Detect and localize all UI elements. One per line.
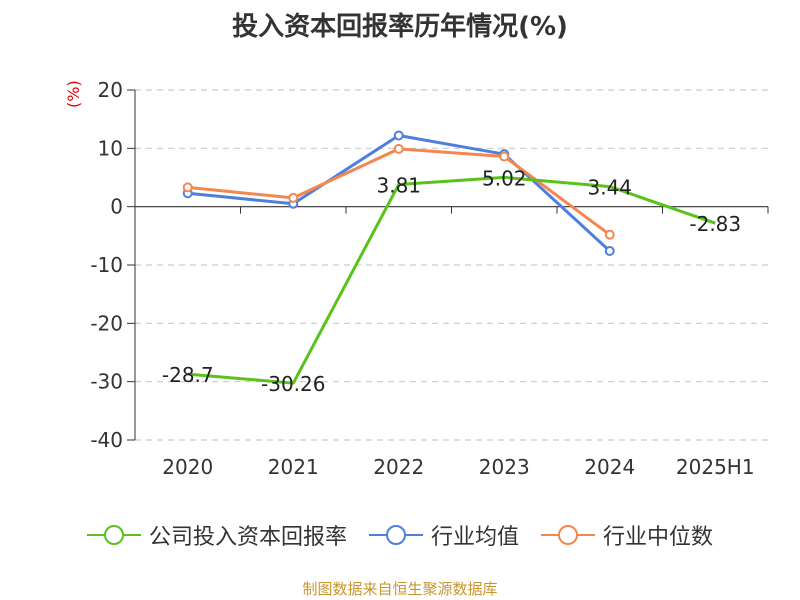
legend-item-industry-median[interactable]: 行业中位数 xyxy=(541,519,713,551)
chart-title: 投入资本回报率历年情况(%) xyxy=(232,12,568,42)
legend: 公司投入资本回报率 行业均值 行业中位数 xyxy=(0,518,800,552)
legend-item-industry-mean[interactable]: 行业均值 xyxy=(368,519,519,551)
y-tick-label: -40 xyxy=(90,428,123,452)
legend-swatch-industry-mean-icon xyxy=(368,525,423,545)
data-labels: -28.7 -30.26 3.81 5.02 3.44 -2.83 xyxy=(162,166,741,396)
data-point[interactable] xyxy=(182,182,193,193)
data-point[interactable] xyxy=(604,229,615,240)
data-label: 3.81 xyxy=(376,173,421,197)
x-tick-label: 2024 xyxy=(584,455,635,479)
data-point[interactable] xyxy=(499,151,510,162)
data-label: -2.83 xyxy=(689,212,741,236)
legend-swatch-industry-median-icon xyxy=(541,525,595,545)
data-point[interactable] xyxy=(393,143,404,154)
data-point[interactable] xyxy=(393,130,404,141)
y-tick-label: 10 xyxy=(98,136,123,160)
legend-swatch-company-icon xyxy=(86,525,141,545)
gridlines xyxy=(135,89,768,441)
data-label: 5.02 xyxy=(482,166,527,190)
y-tick-label: -10 xyxy=(90,253,123,277)
y-tick-label: 20 xyxy=(98,78,123,102)
data-point[interactable] xyxy=(288,192,299,203)
y-tick-label: -30 xyxy=(90,370,123,394)
legend-label-industry-mean: 行业均值 xyxy=(430,525,519,550)
x-tick-label: 2022 xyxy=(373,455,424,479)
series-line xyxy=(187,175,716,385)
x-tick-label: 2023 xyxy=(479,455,530,479)
data-label: -28.7 xyxy=(162,363,214,387)
data-label: 3.44 xyxy=(587,176,632,200)
x-tick-label: 2020 xyxy=(162,455,213,479)
data-point[interactable] xyxy=(604,246,615,256)
series-lines xyxy=(182,130,716,385)
legend-item-company[interactable]: 公司投入资本回报率 xyxy=(86,519,347,551)
x-tick-label: 2025H1 xyxy=(676,455,755,479)
legend-label-industry-median: 行业中位数 xyxy=(603,525,714,550)
x-tick-label: 2021 xyxy=(268,455,319,479)
y-tick-label: -20 xyxy=(90,311,123,335)
legend-label-company: 公司投入资本回报率 xyxy=(148,525,347,550)
data-source-note: 制图数据来自恒生聚源数据库 xyxy=(302,580,498,598)
y-tick-label: 0 xyxy=(110,195,123,219)
axes: 20 10 0 -10 -20 -30 -40 2020 2021 2022 2023 2024 202… xyxy=(90,78,769,479)
data-label: -30.26 xyxy=(261,372,325,396)
